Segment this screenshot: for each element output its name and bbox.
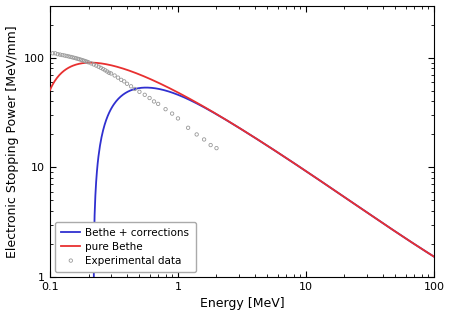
- pure Bethe: [230, 122, 236, 126]
- Experimental data: [71, 55, 78, 60]
- Line: pure Bethe: pure Bethe: [50, 63, 434, 257]
- Experimental data: [57, 52, 64, 57]
- Experimental data: [146, 95, 153, 100]
- pure Bethe: [47, 88, 53, 92]
- Experimental data: [111, 73, 118, 78]
- Experimental data: [97, 65, 104, 70]
- Experimental data: [81, 58, 88, 63]
- Experimental data: [93, 63, 100, 68]
- Experimental data: [49, 51, 56, 56]
- Experimental data: [106, 70, 113, 75]
- X-axis label: Energy [MeV]: Energy [MeV]: [200, 297, 284, 310]
- Experimental data: [59, 52, 66, 58]
- Experimental data: [85, 60, 92, 65]
- Experimental data: [95, 64, 102, 69]
- Experimental data: [150, 99, 158, 104]
- pure Bethe: [363, 210, 368, 213]
- Experimental data: [72, 56, 80, 61]
- Experimental data: [104, 69, 111, 74]
- Legend: Bethe + corrections, pure Bethe, Experimental data: Bethe + corrections, pure Bethe, Experim…: [55, 222, 196, 272]
- Experimental data: [193, 132, 200, 137]
- Experimental data: [141, 92, 149, 97]
- Experimental data: [82, 59, 89, 64]
- Bethe + corrections: [363, 210, 368, 213]
- Experimental data: [61, 53, 68, 58]
- Experimental data: [154, 101, 162, 106]
- pure Bethe: [256, 138, 261, 142]
- Experimental data: [123, 81, 130, 86]
- Experimental data: [84, 59, 91, 64]
- Experimental data: [76, 57, 83, 62]
- pure Bethe: [233, 124, 238, 127]
- Bethe + corrections: [431, 255, 436, 258]
- Experimental data: [184, 125, 192, 130]
- pure Bethe: [88, 61, 94, 64]
- pure Bethe: [431, 255, 436, 258]
- Experimental data: [67, 54, 74, 59]
- Experimental data: [52, 51, 59, 56]
- Experimental data: [77, 57, 85, 62]
- Experimental data: [102, 68, 109, 73]
- Experimental data: [136, 89, 143, 94]
- Experimental data: [168, 111, 176, 116]
- Experimental data: [213, 146, 220, 151]
- Experimental data: [63, 53, 70, 58]
- Experimental data: [162, 107, 169, 112]
- Experimental data: [131, 87, 139, 92]
- Bethe + corrections: [230, 122, 236, 126]
- pure Bethe: [277, 152, 282, 155]
- Bethe + corrections: [277, 152, 282, 155]
- pure Bethe: [423, 249, 428, 253]
- Experimental data: [108, 71, 115, 76]
- Experimental data: [114, 75, 122, 80]
- Line: Bethe + corrections: Bethe + corrections: [50, 88, 434, 316]
- Experimental data: [90, 62, 97, 67]
- Bethe + corrections: [256, 138, 261, 142]
- Experimental data: [88, 61, 95, 66]
- Experimental data: [207, 143, 214, 148]
- Experimental data: [79, 58, 86, 63]
- Experimental data: [201, 137, 208, 142]
- Experimental data: [127, 84, 135, 89]
- Experimental data: [117, 77, 125, 82]
- Experimental data: [174, 116, 181, 121]
- Experimental data: [99, 67, 107, 72]
- Experimental data: [74, 56, 81, 61]
- Experimental data: [121, 79, 128, 84]
- Experimental data: [65, 54, 72, 59]
- Experimental data: [54, 52, 61, 57]
- Bethe + corrections: [423, 249, 428, 253]
- Y-axis label: Electronic Stopping Power [MeV/mm]: Electronic Stopping Power [MeV/mm]: [5, 25, 18, 258]
- Bethe + corrections: [233, 124, 238, 127]
- Experimental data: [69, 55, 76, 60]
- Bethe + corrections: [144, 86, 149, 89]
